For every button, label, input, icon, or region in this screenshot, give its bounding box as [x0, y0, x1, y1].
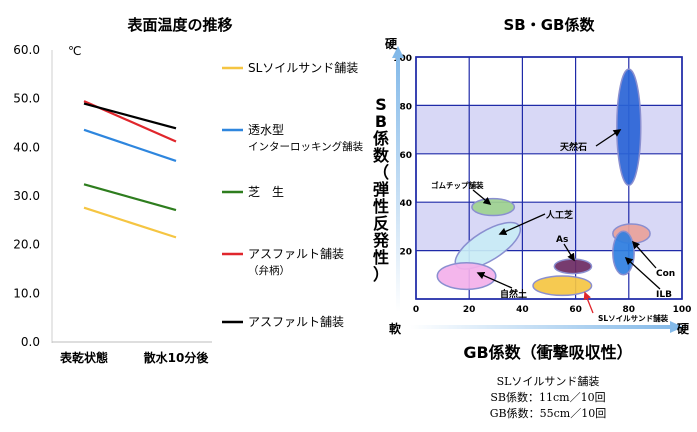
legend-item: SLソイルサンド舗装 — [222, 61, 358, 75]
x-tick-label: 0 — [413, 305, 419, 315]
left-y-tick-label: 10.0 — [13, 286, 40, 300]
left-y-tick-label: 30.0 — [13, 189, 40, 203]
point-label: 自然土 — [500, 288, 527, 300]
note-line1: SLソイルサンド舗装 — [497, 374, 600, 388]
legend-label: 透水型 — [248, 123, 284, 137]
y-axis-title-char: （ — [373, 163, 389, 182]
note-line3: GB係数：55cm／10回 — [490, 407, 606, 420]
left-y-tick-label: 20.0 — [13, 238, 40, 252]
y-tick-label: 100 — [393, 54, 412, 64]
y-axis-title-char: 係 — [373, 129, 389, 148]
y-axis-title-char: B — [375, 112, 387, 131]
label-arrow — [563, 243, 575, 262]
x-soft-label: 軟 — [389, 321, 402, 336]
y-axis-title-char: 発 — [372, 231, 390, 250]
left-y-unit: ℃ — [68, 44, 81, 58]
label-arrow — [595, 129, 622, 147]
label-arrow — [498, 213, 546, 236]
point-label: SLソイルサンド舗装 — [598, 313, 669, 323]
series-line — [83, 128, 177, 163]
y-axis-title-char: 性 — [373, 197, 389, 216]
scatter-ellipse — [471, 197, 516, 217]
scatter-ellipse — [553, 258, 593, 275]
left-y-tick-label: 40.0 — [13, 140, 40, 154]
y-hard-label: 硬 — [385, 37, 398, 51]
left-y-tick-label: 50.0 — [13, 92, 40, 106]
right-chart-title: SB・GB係数 — [504, 16, 596, 34]
point-label: 天然石 — [560, 141, 587, 153]
x-tick-label: 20 — [463, 305, 476, 315]
point-label: ゴムチップ舗装 — [431, 180, 484, 190]
point-label: ILB — [656, 290, 672, 300]
scatter-ellipse — [616, 68, 642, 187]
legend-label: アスファルト舗装 — [248, 247, 344, 261]
y-tick-label: 40 — [399, 199, 412, 209]
label-arrow — [583, 291, 594, 314]
legend-label: SLソイルサンド舗装 — [248, 61, 358, 75]
scatter-ellipse — [436, 261, 497, 291]
y-axis-title-char: 弾 — [373, 180, 389, 199]
legend-label: 芝 生 — [248, 184, 284, 199]
x-tick-label: 40 — [516, 305, 529, 315]
label-arrow — [476, 271, 513, 289]
label-arrow — [472, 189, 492, 205]
note-line2: SB係数：11cm／10回 — [490, 391, 605, 404]
x-axis-title: GB係数（衝撃吸収性） — [463, 343, 632, 362]
scatter-ellipse — [532, 275, 593, 297]
label-arrow — [631, 240, 657, 269]
y-axis-title-char: S — [375, 95, 387, 114]
x-tick-label: 60 — [569, 305, 582, 315]
x-tick-label: 80 — [623, 305, 636, 315]
sb-gb-chart: SB・GB係数 0 20 40 60 80 100 20 40 60 80 100 天然石ゴムチップ舗… — [372, 16, 691, 420]
left-y-tick-label: 60.0 — [13, 43, 40, 57]
legend-item: 芝 生 — [222, 184, 284, 199]
y-axis-title-char: 性 — [373, 248, 389, 267]
left-x-tick-label: 散水10分後 — [144, 350, 210, 365]
y-axis-title: S B 係数（弾性反発性） — [372, 95, 390, 284]
legend-item: アスファルト舗装 （弁柄） — [222, 247, 344, 277]
scatter-ellipse — [612, 230, 635, 276]
y-axis-arrow — [392, 46, 404, 312]
x-tick-label: 100 — [673, 305, 692, 315]
left-chart-title: 表面温度の推移 — [127, 16, 232, 34]
y-axis-title-char: ） — [373, 265, 389, 284]
temperature-line-chart: 表面温度の推移 ℃ 0.0 10.0 20.0 30.0 40.0 50.0 60.0 表乾… — [13, 16, 363, 365]
y-tick-label: 20 — [399, 248, 412, 258]
series-line — [83, 183, 177, 212]
plot-border — [415, 56, 683, 300]
y-axis-title-char: 反 — [373, 214, 389, 233]
series-line — [83, 102, 177, 130]
highlight-band — [416, 105, 682, 154]
y-tick-label: 60 — [399, 151, 412, 161]
point-label: As — [556, 235, 568, 245]
left-x-tick-label: 表乾状態 — [59, 350, 108, 365]
y-axis-title-char: 数 — [373, 146, 390, 165]
point-label: Con — [656, 269, 675, 279]
legend-item: アスファルト舗装 — [222, 315, 344, 329]
label-arrow — [624, 256, 661, 290]
left-y-tick-label: 0.0 — [21, 335, 40, 349]
legend-label-line2: インターロッキング舗装 — [248, 140, 364, 153]
legend-label: アスファルト舗装 — [248, 315, 344, 329]
legend-label-line2: （弁柄） — [248, 264, 290, 277]
series-line — [83, 206, 177, 239]
point-label: 人工芝 — [545, 209, 573, 221]
y-tick-label: 80 — [399, 102, 412, 112]
x-hard-label: 硬 — [677, 322, 690, 336]
x-axis-arrow — [410, 321, 683, 333]
